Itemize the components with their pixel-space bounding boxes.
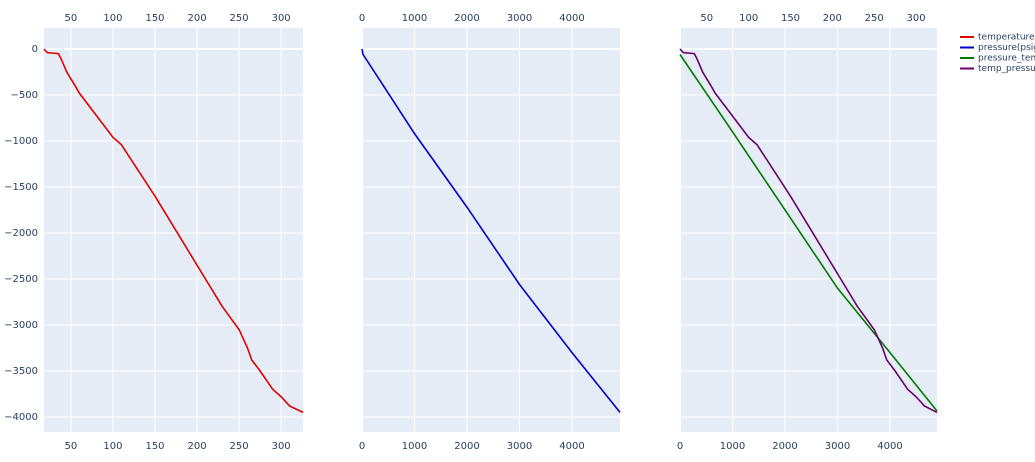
y-tick-label: −1500 bbox=[4, 182, 38, 193]
x2-tick-label: 250 bbox=[865, 13, 884, 24]
y-tick-label: −2500 bbox=[4, 274, 38, 285]
legend-label: pressure_temp bbox=[978, 54, 1035, 64]
legend-label: pressure(psig) bbox=[978, 43, 1035, 53]
x-tick-label: 4000 bbox=[877, 441, 902, 452]
x-tick-label: 250 bbox=[230, 441, 249, 452]
x-tick-label-top: 50 bbox=[65, 13, 78, 24]
legend-label: temperature bbox=[978, 33, 1035, 43]
x-tick-label-top: 3000 bbox=[507, 13, 532, 24]
line-series bbox=[361, 48, 621, 413]
x-tick-label-top: 4000 bbox=[559, 13, 584, 24]
y-tick-label: −4000 bbox=[4, 412, 38, 423]
x-tick-label: 0 bbox=[677, 441, 683, 452]
x-tick-label: 2000 bbox=[772, 441, 797, 452]
x-tick-label: 100 bbox=[103, 441, 122, 452]
x-tick-label: 1000 bbox=[402, 441, 427, 452]
y-tick-label: −1000 bbox=[4, 136, 38, 147]
y-tick-label: 0 bbox=[32, 44, 38, 55]
line-series bbox=[679, 54, 938, 412]
x-tick-label: 0 bbox=[359, 441, 365, 452]
x-tick-label: 4000 bbox=[559, 441, 584, 452]
x-tick-label: 1000 bbox=[720, 441, 745, 452]
x-tick-label-top: 2000 bbox=[454, 13, 479, 24]
x-tick-label-top: 150 bbox=[145, 13, 164, 24]
x-tick-label: 3000 bbox=[507, 441, 532, 452]
x-tick-label-top: 0 bbox=[359, 13, 365, 24]
legend-label: temp_pressure bbox=[978, 64, 1035, 74]
x2-tick-label: 50 bbox=[700, 13, 713, 24]
line-series bbox=[679, 48, 938, 414]
y-tick-label: −2000 bbox=[4, 228, 38, 239]
x2-tick-label: 200 bbox=[823, 13, 842, 24]
x-tick-label-top: 100 bbox=[103, 13, 122, 24]
x2-tick-label: 300 bbox=[907, 13, 926, 24]
y-tick-label: −3000 bbox=[4, 320, 38, 331]
x-tick-label: 150 bbox=[145, 441, 164, 452]
line-series bbox=[43, 48, 304, 414]
x-tick-label: 200 bbox=[187, 441, 206, 452]
x-tick-label: 300 bbox=[272, 441, 291, 452]
x-tick-label: 50 bbox=[65, 441, 78, 452]
x-tick-label-top: 1000 bbox=[402, 13, 427, 24]
x-tick-label-top: 250 bbox=[230, 13, 249, 24]
x2-tick-label: 150 bbox=[781, 13, 800, 24]
y-tick-label: −500 bbox=[11, 90, 38, 101]
x-tick-label: 2000 bbox=[454, 441, 479, 452]
x-tick-label-top: 300 bbox=[272, 13, 291, 24]
y-tick-label: −3500 bbox=[4, 366, 38, 377]
x-tick-label-top: 200 bbox=[187, 13, 206, 24]
x-tick-label: 3000 bbox=[825, 441, 850, 452]
x2-tick-label: 100 bbox=[739, 13, 758, 24]
